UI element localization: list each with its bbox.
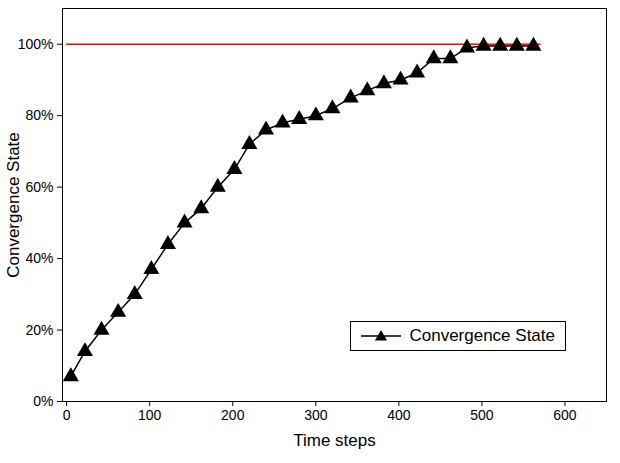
svg-text:100: 100 — [138, 407, 162, 423]
svg-text:0: 0 — [63, 407, 71, 423]
svg-text:Convergence State: Convergence State — [4, 132, 23, 278]
svg-text:60%: 60% — [25, 179, 53, 195]
html-text:Convergence State: Convergence State — [409, 326, 555, 345]
svg-text:0%: 0% — [33, 393, 53, 409]
svg-text:400: 400 — [387, 407, 411, 423]
svg-text:200: 200 — [221, 407, 245, 423]
svg-text:20%: 20% — [25, 322, 53, 338]
svg-text:300: 300 — [304, 407, 328, 423]
svg-text:80%: 80% — [25, 107, 53, 123]
svg-text:500: 500 — [470, 407, 494, 423]
svg-text:600: 600 — [553, 407, 577, 423]
svg-text:100%: 100% — [18, 36, 54, 52]
svg-text:40%: 40% — [25, 250, 53, 266]
svg-text:Time steps: Time steps — [293, 431, 376, 450]
